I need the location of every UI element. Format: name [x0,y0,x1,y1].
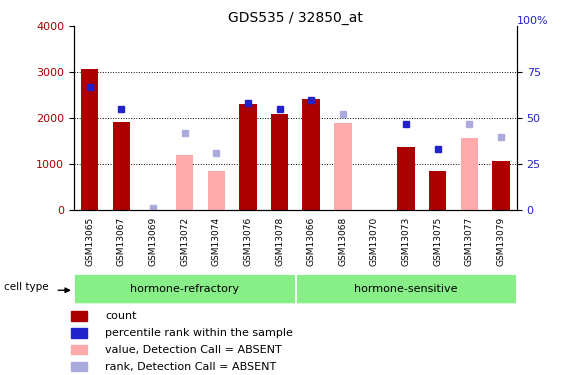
Bar [461,138,478,210]
Bar [207,171,225,210]
Bar [72,362,87,371]
Text: hormone-sensitive: hormone-sensitive [354,284,458,294]
Text: GSM13075: GSM13075 [433,217,442,266]
Text: GSM13074: GSM13074 [212,217,221,266]
Text: GSM13069: GSM13069 [148,217,157,266]
Text: GSM13072: GSM13072 [180,217,189,266]
Bar [429,171,446,210]
Text: GSM13068: GSM13068 [339,217,347,266]
Text: GSM13066: GSM13066 [307,217,316,266]
Text: rank, Detection Call = ABSENT: rank, Detection Call = ABSENT [105,362,276,372]
Text: 100%: 100% [517,16,549,26]
Text: hormone-refractory: hormone-refractory [130,284,239,294]
Text: GSM13067: GSM13067 [117,217,126,266]
Text: percentile rank within the sample: percentile rank within the sample [105,328,293,338]
Text: cell type: cell type [4,282,48,292]
Text: count: count [105,311,136,321]
Text: GSM13079: GSM13079 [496,217,506,266]
Bar [334,123,352,210]
Bar [81,69,98,210]
Text: GSM13070: GSM13070 [370,217,379,266]
Bar [72,328,87,338]
Bar [112,122,130,210]
Bar [492,161,509,210]
Bar [398,147,415,210]
Text: GSM13077: GSM13077 [465,217,474,266]
Bar [176,155,193,210]
Bar [74,274,295,304]
Text: value, Detection Call = ABSENT: value, Detection Call = ABSENT [105,345,282,355]
Title: GDS535 / 32850_at: GDS535 / 32850_at [228,11,363,25]
Text: GSM13073: GSM13073 [402,217,411,266]
Text: GSM13078: GSM13078 [275,217,284,266]
Bar [72,311,87,321]
Bar [271,114,288,210]
Bar [296,274,516,304]
Bar [303,99,320,210]
Bar [72,345,87,354]
Text: GSM13065: GSM13065 [85,217,94,266]
Bar [239,104,257,210]
Text: GSM13076: GSM13076 [244,217,252,266]
